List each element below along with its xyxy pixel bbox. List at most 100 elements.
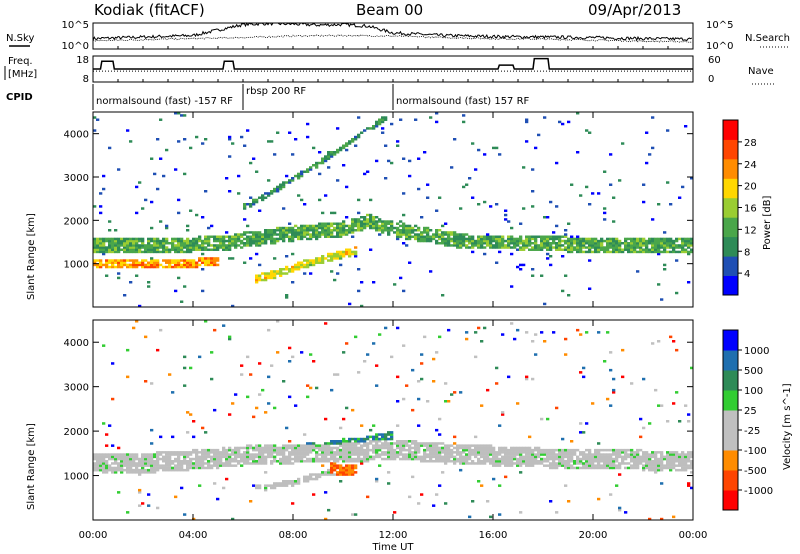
data-cell — [282, 233, 286, 236]
data-cell — [624, 455, 628, 459]
data-cell — [144, 263, 148, 267]
data-cell — [192, 244, 196, 247]
data-cell — [465, 455, 469, 459]
data-cell — [585, 457, 589, 461]
data-cell — [345, 233, 349, 236]
data-cell — [225, 460, 229, 463]
data-cell — [438, 451, 442, 454]
data-cell — [270, 455, 274, 459]
data-cell — [339, 442, 343, 445]
data-cell — [132, 248, 136, 251]
cpid-label: CPID — [6, 92, 33, 103]
data-cell — [543, 460, 547, 463]
data-cell — [255, 460, 259, 463]
data-cell — [525, 448, 529, 452]
colorbar-tick-label: 20 — [744, 182, 757, 193]
data-cell — [177, 464, 181, 467]
data-cell — [375, 229, 379, 232]
data-cell — [96, 239, 100, 243]
data-cell — [567, 250, 571, 254]
data-cell — [678, 468, 682, 472]
data-cell — [441, 457, 445, 461]
data-cell — [300, 261, 304, 264]
data-cell — [426, 239, 430, 243]
data-cell — [273, 239, 277, 243]
data-cell — [483, 242, 487, 245]
data-cell — [312, 259, 316, 262]
data-cell — [630, 244, 634, 247]
data-cell — [528, 248, 532, 251]
data-cell — [546, 248, 550, 251]
data-cell — [210, 248, 214, 251]
data-cell — [315, 444, 319, 447]
data-cell — [219, 239, 223, 243]
data-cell — [594, 239, 598, 243]
data-cell — [354, 252, 358, 256]
data-cell — [366, 435, 370, 439]
data-cell — [663, 237, 667, 241]
data-cell — [663, 457, 667, 461]
data-cell — [390, 435, 394, 439]
data-cell — [405, 384, 409, 387]
data-cell — [354, 144, 358, 147]
data-cell — [447, 448, 451, 452]
data-cell — [333, 446, 337, 450]
data-cell — [288, 181, 292, 184]
data-cell — [543, 340, 547, 343]
data-cell — [462, 242, 466, 245]
data-cell — [453, 435, 457, 439]
data-cell — [540, 331, 544, 334]
data-cell — [234, 446, 238, 450]
data-cell — [531, 453, 535, 456]
data-cell — [237, 453, 241, 456]
data-cell — [417, 237, 421, 241]
data-cell — [543, 246, 547, 249]
data-cell — [462, 244, 466, 247]
data-cell — [633, 453, 637, 456]
data-cell — [222, 239, 226, 243]
data-cell — [291, 177, 295, 180]
data-cell — [279, 446, 283, 450]
data-cell — [681, 457, 685, 461]
data-cell — [477, 148, 481, 152]
data-cell — [468, 462, 472, 465]
data-cell — [615, 244, 619, 247]
data-cell — [384, 440, 388, 443]
data-cell — [363, 224, 367, 228]
data-cell — [633, 242, 637, 245]
data-cell — [276, 190, 280, 193]
data-cell — [642, 377, 646, 381]
data-cell — [183, 172, 187, 176]
data-cell — [564, 274, 568, 277]
data-cell — [141, 263, 145, 267]
data-cell — [681, 244, 685, 247]
data-cell — [603, 250, 607, 254]
data-cell — [204, 237, 208, 241]
data-cell — [519, 471, 523, 474]
data-cell — [252, 198, 256, 202]
data-cell — [153, 246, 157, 249]
data-cell — [132, 464, 136, 467]
data-cell — [369, 220, 373, 223]
data-cell — [129, 453, 133, 456]
data-cell — [216, 259, 220, 262]
data-cell — [135, 250, 139, 254]
data-cell — [339, 480, 343, 483]
data-cell — [225, 177, 229, 180]
data-cell — [228, 135, 232, 139]
data-cell — [438, 417, 442, 421]
data-cell — [552, 451, 556, 454]
data-cell — [189, 239, 193, 243]
data-cell — [222, 448, 226, 452]
data-cell — [108, 424, 112, 427]
data-cell — [333, 373, 337, 376]
data-cell — [405, 440, 409, 443]
data-cell — [138, 263, 142, 267]
data-cell — [183, 263, 187, 267]
data-cell — [174, 495, 178, 499]
data-cell — [201, 455, 205, 459]
data-cell — [252, 235, 256, 238]
data-cell — [123, 460, 127, 463]
data-cell — [648, 242, 652, 245]
data-cell — [648, 455, 652, 459]
